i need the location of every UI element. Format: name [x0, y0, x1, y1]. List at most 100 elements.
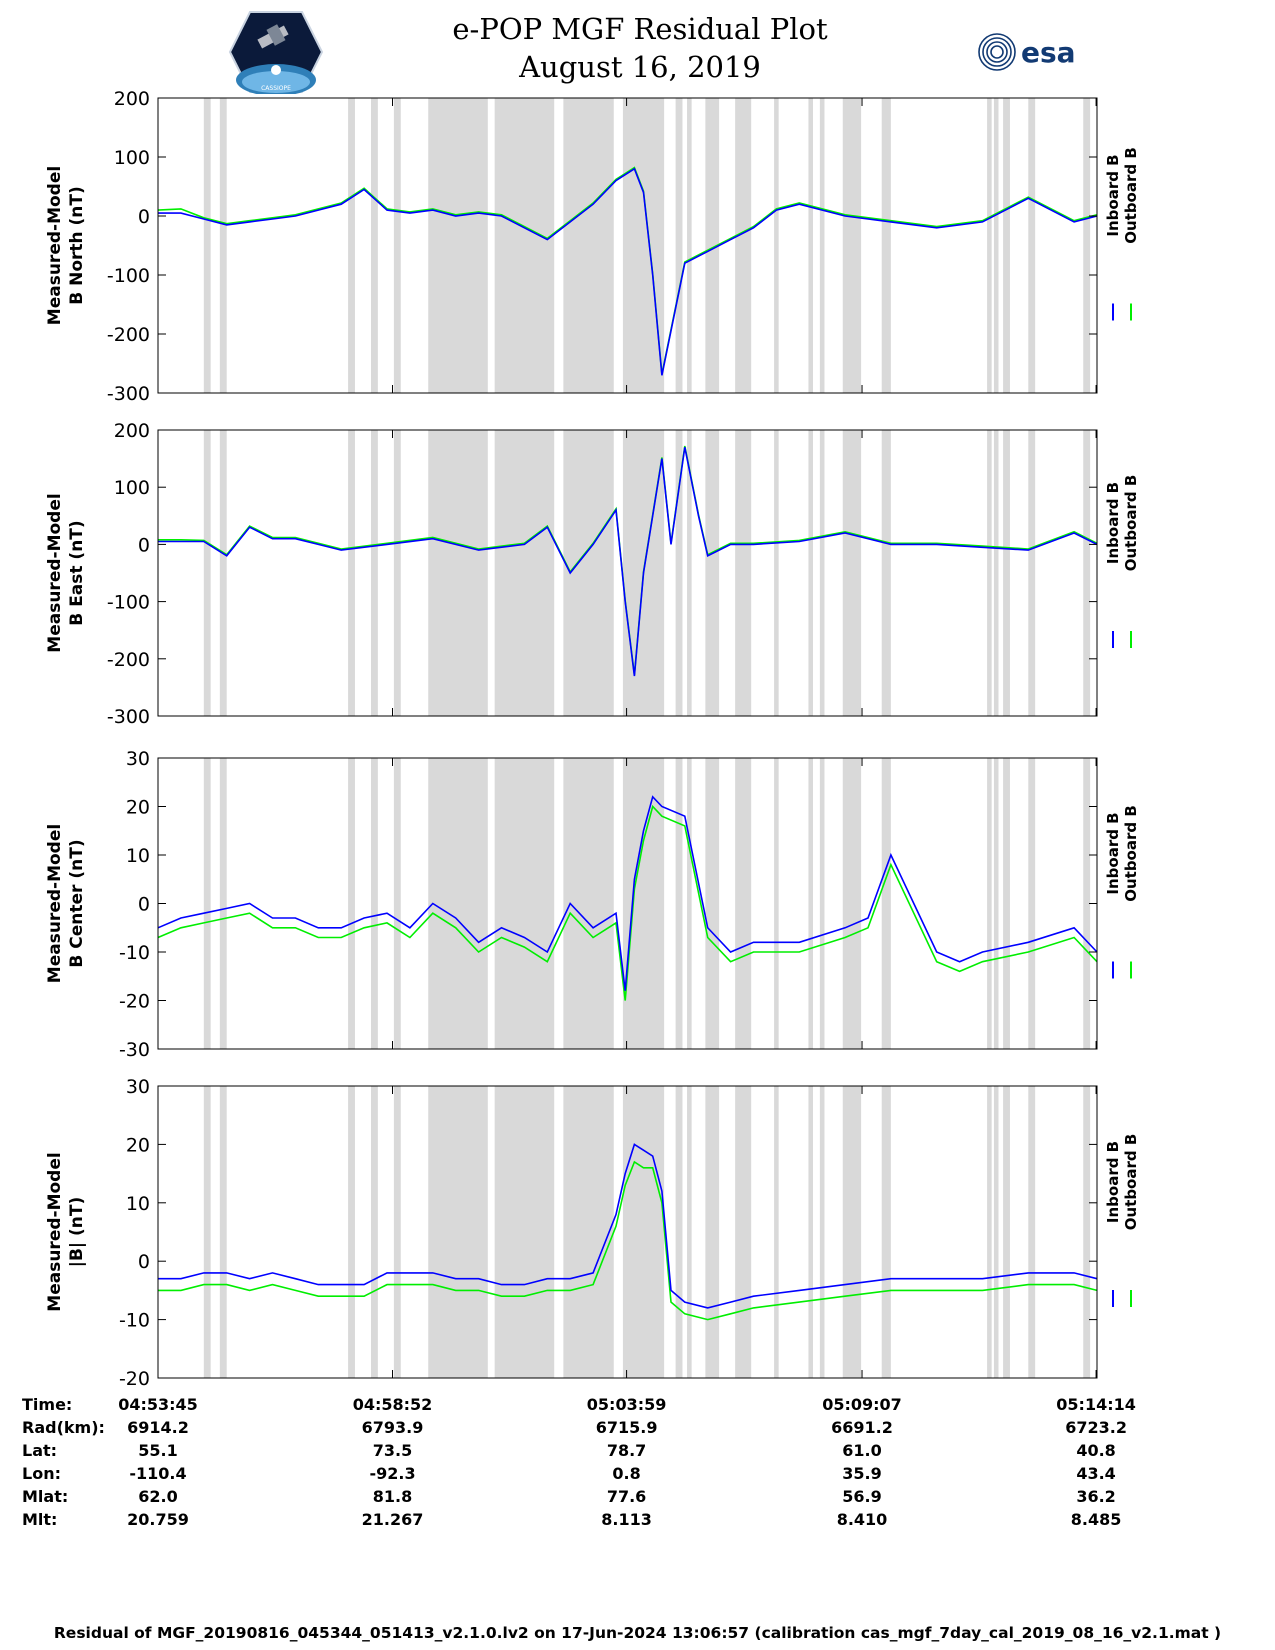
panel-1: -300 -200 -100 0 100 200 Measured-Model B North…	[45, 88, 1140, 405]
shaded-interval	[987, 430, 992, 716]
shaded-interval	[705, 758, 720, 1049]
shaded-interval	[203, 758, 211, 1049]
shaded-interval	[348, 98, 355, 393]
panel-2: -300 -200 -100 0 100 200 Measured-Model B East …	[45, 420, 1140, 728]
y-tick-label: -300	[107, 706, 150, 728]
info-row-label: Lat:	[22, 1441, 57, 1460]
axes-frame	[157, 429, 1098, 717]
shaded-interval	[808, 1086, 814, 1378]
info-row-label: Mlat:	[22, 1487, 68, 1506]
series-inboard-line	[158, 167, 1098, 376]
shaded-interval	[370, 98, 378, 393]
shaded-interval	[393, 1086, 401, 1378]
shaded-interval	[494, 430, 555, 716]
shaded-interval	[370, 758, 378, 1049]
shaded-interval	[370, 430, 378, 716]
y-tick-label: 0	[138, 894, 150, 916]
shaded-interval	[881, 1086, 891, 1378]
y-axis-label: Measured-Model B North (nT)	[45, 166, 87, 325]
y-tick-label: 100	[114, 477, 150, 499]
shaded-interval	[774, 758, 779, 1049]
info-cell: 55.1	[138, 1441, 177, 1460]
shaded-interval	[987, 1086, 992, 1378]
y-tick-label: 0	[138, 1251, 150, 1273]
shaded-interval	[219, 430, 227, 716]
y-tick-label: 200	[114, 420, 150, 442]
y-tick-label: -300	[107, 383, 150, 405]
info-row-label: Time:	[22, 1395, 72, 1414]
info-cell: 40.8	[1076, 1441, 1115, 1460]
shaded-interval	[993, 98, 999, 393]
shaded-interval	[1083, 1086, 1091, 1378]
legend-outboard-label: Outboard B	[1122, 475, 1140, 572]
shaded-interval	[842, 98, 862, 393]
legend-inboard-label: Inboard B	[1104, 482, 1122, 564]
shaded-interval	[1003, 430, 1010, 716]
shaded-interval	[687, 98, 692, 393]
y-tick-label: 100	[114, 147, 150, 169]
shaded-interval	[1028, 1086, 1036, 1378]
info-cell: 6793.9	[362, 1418, 424, 1437]
esa-logo: esa	[975, 30, 1095, 79]
shaded-interval	[622, 1086, 665, 1378]
info-row-label: Rad(km):	[22, 1418, 105, 1437]
info-cell: 8.113	[601, 1510, 652, 1529]
info-cell: 21.267	[362, 1510, 424, 1529]
series-inboard-line	[158, 447, 1098, 677]
shaded-interval	[494, 758, 555, 1049]
shaded-interval	[675, 98, 683, 393]
series-outboard-line	[157, 804, 1098, 1001]
y-tick-label: -100	[107, 592, 150, 614]
shaded-interval	[705, 430, 720, 716]
shaded-interval	[428, 1086, 488, 1378]
y-tick-label: 0	[138, 534, 150, 556]
shaded-interval	[1028, 98, 1036, 393]
shaded-interval	[819, 430, 825, 716]
series-inboard-line	[157, 795, 1098, 991]
panel-4: -20 -10 0 10 20 30 Measured-Model |B| (nT) Inboa…	[45, 1076, 1140, 1390]
shaded-interval	[842, 1086, 862, 1378]
shaded-interval	[1083, 758, 1091, 1049]
shaded-interval	[219, 758, 227, 1049]
y-tick-label: -10	[119, 1310, 150, 1332]
info-cell: 0.8	[612, 1464, 640, 1483]
shaded-interval	[993, 758, 999, 1049]
shaded-interval	[1003, 98, 1010, 393]
y-tick-label: 20	[126, 1134, 150, 1156]
shaded-interval	[393, 98, 401, 393]
axes-frame	[157, 97, 1098, 394]
shaded-interval	[735, 1086, 752, 1378]
axes-frame	[157, 1085, 1098, 1379]
shaded-interval	[881, 430, 891, 716]
shaded-interval	[622, 758, 665, 1049]
info-cell: 6715.9	[596, 1418, 658, 1437]
panel-3: -30 -20 -10 0 10 20 30 Measured-Model B Center (…	[45, 748, 1140, 1061]
shaded-interval	[705, 98, 720, 393]
legend-outboard-label: Outboard B	[1122, 1134, 1140, 1231]
shaded-interval	[808, 98, 814, 393]
y-tick-label: 30	[126, 1076, 150, 1098]
shaded-interval	[494, 1086, 555, 1378]
shaded-interval	[1028, 430, 1036, 716]
shaded-interval	[393, 430, 401, 716]
shaded-interval	[219, 98, 227, 393]
shaded-interval	[563, 758, 614, 1049]
shaded-interval	[774, 430, 779, 716]
shaded-interval	[735, 430, 752, 716]
info-cell: 36.2	[1076, 1487, 1115, 1506]
y-tick-label: 10	[126, 1193, 150, 1215]
shaded-interval	[774, 98, 779, 393]
shaded-interval	[563, 1086, 614, 1378]
legend-inboard-label: Inboard B	[1104, 812, 1122, 894]
shaded-interval	[705, 1086, 720, 1378]
shaded-interval	[1083, 430, 1091, 716]
shaded-interval	[987, 758, 992, 1049]
shaded-interval	[808, 758, 814, 1049]
shaded-interval	[563, 98, 614, 393]
y-tick-label: 20	[126, 797, 150, 819]
footer-caption: Residual of MGF_20190816_045344_051413_v…	[53, 1624, 1222, 1642]
shaded-interval	[842, 758, 862, 1049]
info-cell: 04:53:45	[118, 1395, 198, 1414]
shaded-interval	[774, 1086, 779, 1378]
